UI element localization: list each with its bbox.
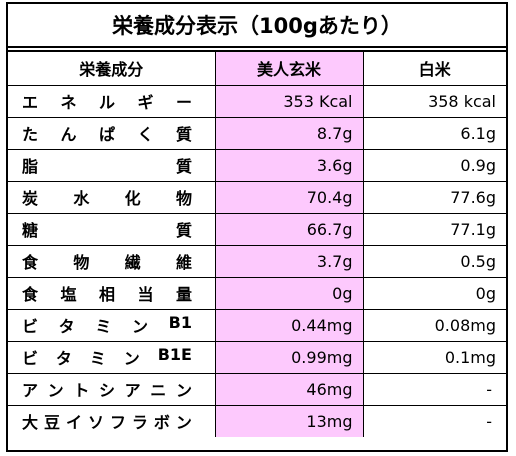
header-cell: 美人玄米 — [214, 50, 364, 86]
label-text: アントシアニン — [22, 381, 192, 400]
row-label: アントシアニン — [8, 372, 216, 406]
row-label: 糖質 — [8, 212, 216, 246]
row-label: 炭水化物 — [8, 180, 216, 214]
header-cell: 栄養成分 — [8, 50, 216, 86]
value-cell: 358 kcal — [362, 84, 506, 118]
table: 栄養成分 美人玄米 白米エネルギー 353 Kcal 358 kcal たんぱく質 8.7g… — [8, 50, 506, 437]
row-label: 大豆イソフラボン — [8, 404, 216, 437]
value-cell: 3.7g — [214, 244, 364, 278]
label-text: 食物繊維 — [22, 253, 192, 272]
value-cell: 0g — [362, 276, 506, 310]
row: ビタミン B1 0.44mg 0.08mg — [8, 308, 506, 342]
row: 脂質 3.6g 0.9g — [8, 148, 506, 182]
label-text: ビタミン B1 — [22, 313, 192, 336]
label-text: 食塩相当量 — [22, 285, 192, 304]
row-label: エネルギー — [8, 84, 216, 118]
label-text: 炭水化物 — [22, 189, 192, 208]
header-row: 栄養成分 美人玄米 白米 — [8, 50, 506, 86]
value-cell: - — [362, 404, 506, 437]
label-text: 大豆イソフラボン — [22, 413, 192, 433]
value-cell: 0.1mg — [362, 340, 506, 374]
row: 糖質 66.7g 77.1g — [8, 212, 506, 246]
row: 大豆イソフラボン 13mg - — [8, 404, 506, 437]
value-cell: 0.5g — [362, 244, 506, 278]
label-text: ビタミン B1E — [22, 345, 192, 368]
nutrition-table: 栄養成分表示（100gあたり） 栄養成分 美人玄米 白米エネルギー 353 Kcal 3… — [6, 2, 508, 452]
row-label: 食物繊維 — [8, 244, 216, 278]
row-label: 食塩相当量 — [8, 276, 216, 310]
value-cell: 77.1g — [362, 212, 506, 246]
value-cell: 6.1g — [362, 116, 506, 150]
row: エネルギー 353 Kcal 358 kcal — [8, 84, 506, 118]
row: ビタミン B1E 0.99mg 0.1mg — [8, 340, 506, 374]
label-text: 糖質 — [22, 221, 192, 240]
value-cell: 0.44mg — [214, 308, 364, 342]
value-cell: 8.7g — [214, 116, 364, 150]
row-label: 脂質 — [8, 148, 216, 182]
table-title: 栄養成分表示（100gあたり） — [8, 4, 506, 48]
value-cell: 77.6g — [362, 180, 506, 214]
label-text: 脂質 — [22, 157, 192, 176]
row: たんぱく質 8.7g 6.1g — [8, 116, 506, 150]
row-label: ビタミン B1E — [8, 340, 216, 374]
label-text: たんぱく質 — [22, 125, 192, 144]
value-cell: 0g — [214, 276, 364, 310]
row: 食物繊維 3.7g 0.5g — [8, 244, 506, 278]
row: アントシアニン 46mg - — [8, 372, 506, 406]
row: 炭水化物 70.4g 77.6g — [8, 180, 506, 214]
value-cell: 0.08mg — [362, 308, 506, 342]
value-cell: 46mg — [214, 372, 364, 406]
row-label: ビタミン B1 — [8, 308, 216, 342]
value-cell: 66.7g — [214, 212, 364, 246]
value-cell: 3.6g — [214, 148, 364, 182]
row-label: たんぱく質 — [8, 116, 216, 150]
row: 食塩相当量 0g 0g — [8, 276, 506, 310]
value-cell: 70.4g — [214, 180, 364, 214]
value-cell: 0.99mg — [214, 340, 364, 374]
value-cell: 0.9g — [362, 148, 506, 182]
value-cell: - — [362, 372, 506, 406]
label-text: エネルギー — [22, 93, 192, 112]
header-cell: 白米 — [362, 50, 506, 86]
value-cell: 13mg — [214, 404, 364, 437]
value-cell: 353 Kcal — [214, 84, 364, 118]
